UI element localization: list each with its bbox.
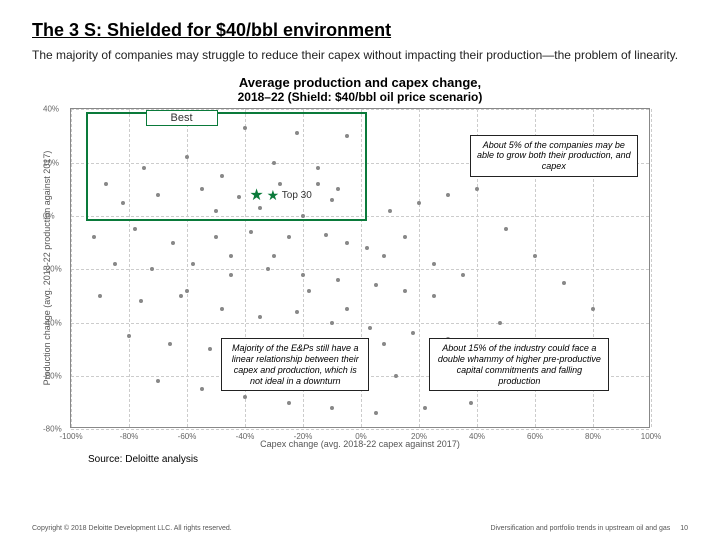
y-tick: -20%	[43, 265, 62, 274]
x-tick: 60%	[527, 432, 543, 441]
y-tick: -40%	[43, 318, 62, 327]
data-point	[133, 227, 137, 231]
data-point	[324, 233, 328, 237]
page-subtitle: The majority of companies may struggle t…	[32, 47, 688, 63]
data-point	[591, 307, 595, 311]
source-text: Source: Deloitte analysis	[88, 454, 688, 465]
x-tick: 20%	[411, 432, 427, 441]
data-point	[432, 262, 436, 266]
callout: Majority of the E&Ps still have a linear…	[221, 338, 369, 391]
callout: About 5% of the companies may be able to…	[470, 135, 638, 177]
data-point	[243, 395, 247, 399]
x-tick: -40%	[236, 432, 255, 441]
best-label: Best	[146, 110, 218, 126]
data-point	[171, 241, 175, 245]
data-point	[330, 321, 334, 325]
data-point	[127, 334, 131, 338]
data-point	[423, 406, 427, 410]
data-point	[365, 246, 369, 250]
data-point	[287, 235, 291, 239]
best-region-box	[86, 112, 367, 221]
data-point	[498, 321, 502, 325]
data-point	[266, 267, 270, 271]
data-point	[403, 289, 407, 293]
data-point	[504, 227, 508, 231]
data-point	[382, 254, 386, 258]
data-point	[417, 201, 421, 205]
x-tick: -20%	[294, 432, 313, 441]
x-tick: 100%	[641, 432, 661, 441]
data-point	[345, 307, 349, 311]
data-point	[150, 267, 154, 271]
scatter-chart: Production change (avg. 2018-22 producti…	[70, 108, 650, 428]
data-point	[345, 241, 349, 245]
top30-star-icon: ★	[249, 185, 263, 205]
data-point	[139, 299, 143, 303]
data-point	[394, 374, 398, 378]
data-point	[272, 254, 276, 258]
data-point	[214, 235, 218, 239]
footer-title: Diversification and portfolio trends in …	[490, 525, 670, 532]
footer: Copyright © 2018 Deloitte Development LL…	[32, 525, 688, 532]
data-point	[156, 379, 160, 383]
data-point	[533, 254, 537, 258]
page-number: 10	[680, 525, 688, 532]
data-point	[475, 187, 479, 191]
data-point	[374, 411, 378, 415]
x-tick: 0%	[355, 432, 367, 441]
data-point	[374, 283, 378, 287]
y-tick: -80%	[43, 425, 62, 434]
data-point	[307, 289, 311, 293]
data-point	[249, 230, 253, 234]
chart-subtitle: 2018–22 (Shield: $40/bbl oil price scena…	[32, 90, 688, 104]
x-tick: 80%	[585, 432, 601, 441]
data-point	[432, 294, 436, 298]
x-tick: -100%	[59, 432, 82, 441]
data-point	[229, 273, 233, 277]
y-tick: 0%	[43, 211, 55, 220]
x-tick: -80%	[120, 432, 139, 441]
data-point	[208, 347, 212, 351]
data-point	[330, 406, 334, 410]
data-point	[368, 326, 372, 330]
data-point	[336, 278, 340, 282]
y-tick: 40%	[43, 105, 59, 114]
top30-legend: ★ Top 30	[267, 187, 312, 204]
data-point	[98, 294, 102, 298]
data-point	[185, 289, 189, 293]
data-point	[382, 342, 386, 346]
data-point	[446, 193, 450, 197]
x-tick: 40%	[469, 432, 485, 441]
data-point	[287, 401, 291, 405]
x-tick: -60%	[178, 432, 197, 441]
data-point	[403, 235, 407, 239]
y-tick: 20%	[43, 158, 59, 167]
data-point	[113, 262, 117, 266]
copyright: Copyright © 2018 Deloitte Development LL…	[32, 525, 232, 532]
data-point	[179, 294, 183, 298]
data-point	[301, 273, 305, 277]
data-point	[461, 273, 465, 277]
callout: About 15% of the industry could face a d…	[429, 338, 609, 391]
data-point	[411, 331, 415, 335]
data-point	[388, 209, 392, 213]
data-point	[200, 387, 204, 391]
data-point	[258, 315, 262, 319]
data-point	[92, 235, 96, 239]
data-point	[229, 254, 233, 258]
data-point	[562, 281, 566, 285]
data-point	[295, 310, 299, 314]
page-title: The 3 S: Shielded for $40/bbl environmen…	[32, 20, 688, 41]
chart-title: Average production and capex change,	[32, 75, 688, 90]
data-point	[469, 401, 473, 405]
data-point	[220, 307, 224, 311]
data-point	[191, 262, 195, 266]
data-point	[168, 342, 172, 346]
y-tick: -60%	[43, 371, 62, 380]
